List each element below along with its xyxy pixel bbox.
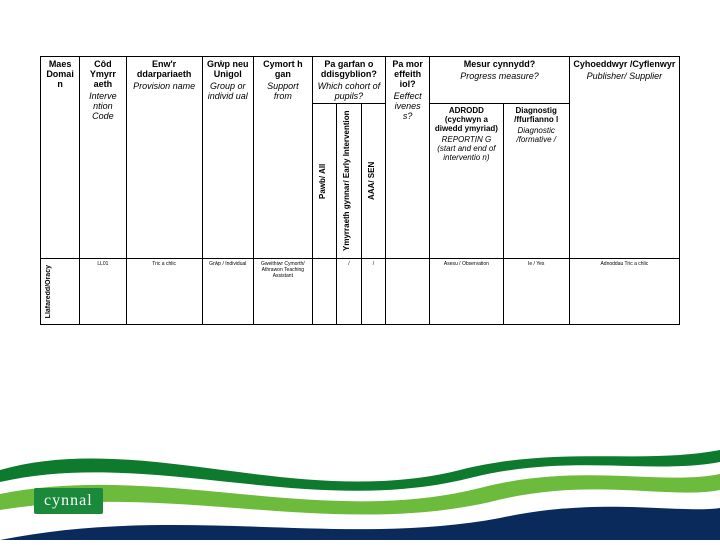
hdr-provision-cy: Enw'r ddarpariaeth bbox=[137, 59, 192, 79]
hdr-code: Côd Ymyrr aeth Interve ntion Code bbox=[80, 57, 127, 259]
provision-table: Maes Domai n Côd Ymyrr aeth Interve ntio… bbox=[40, 56, 680, 325]
hdr-domain: Maes Domai n bbox=[41, 57, 80, 259]
hdr-publisher: Cyhoeddwyr /Cyflenwyr Publisher/ Supplie… bbox=[569, 57, 679, 259]
cell-effective bbox=[386, 259, 430, 325]
hdr-domain-cy: Maes Domai n bbox=[46, 59, 74, 89]
hdr-group-en: Group or individ ual bbox=[206, 81, 250, 101]
cell-report: Asesu / Observation bbox=[430, 259, 503, 325]
hdr-code-en: Interve ntion Code bbox=[83, 91, 123, 121]
hdr-support-cy: Cymort h gan bbox=[263, 59, 303, 79]
sub-cohort-sen-label: AAA/ SEN bbox=[365, 106, 378, 256]
cell-diag: Ie / Yes bbox=[503, 259, 569, 325]
cell-domain-label: Llafaredd/Oracy bbox=[44, 261, 53, 322]
hdr-group-cy: Grŵp neu Unigol bbox=[207, 59, 249, 79]
hdr-measure: Mesur cynnydd? Progress measure? bbox=[430, 57, 570, 104]
hdr-publisher-cy: Cyhoeddwyr /Cyflenwyr bbox=[573, 59, 675, 69]
cell-sen: / bbox=[361, 259, 385, 325]
hdr-cohort-cy: Pa garfan o ddisgyblion? bbox=[321, 59, 377, 79]
sub-measure-report-cy: ADRODD (cychwyn a diwedd ymyriad) bbox=[435, 106, 498, 133]
hdr-effective: Pa mor effeith iol? Eeffect ivenes s? bbox=[386, 57, 430, 259]
cell-group: Grŵp / Individual bbox=[202, 259, 253, 325]
sub-cohort-early: Ymyrraeth gynnar/ Early Intervention bbox=[337, 104, 361, 259]
sub-measure-diag-en: Diagnostic /formative / bbox=[506, 126, 567, 144]
hdr-publisher-en: Publisher/ Supplier bbox=[573, 71, 676, 81]
sub-measure-report-en: REPORTIN G (start and end of interventio… bbox=[432, 135, 500, 162]
hdr-cohort: Pa garfan o ddisgyblion? Which cohort of… bbox=[312, 57, 385, 104]
hdr-support-en: Support from bbox=[257, 81, 309, 101]
sub-cohort-early-label: Ymyrraeth gynnar/ Early Intervention bbox=[340, 106, 353, 256]
sub-cohort-all-label: Pawb/ All bbox=[316, 106, 329, 256]
cell-publisher: Adnoddau Tric a chlic bbox=[569, 259, 679, 325]
hdr-cohort-en: Which cohort of pupils? bbox=[316, 81, 382, 101]
hdr-effective-cy: Pa mor effeith iol? bbox=[392, 59, 423, 89]
cell-code: LL01 bbox=[80, 259, 127, 325]
sub-cohort-sen: AAA/ SEN bbox=[361, 104, 385, 259]
footer-waves bbox=[0, 420, 720, 540]
hdr-measure-en: Progress measure? bbox=[433, 71, 566, 81]
cell-all bbox=[312, 259, 336, 325]
sub-measure-diag: Diagnostig /ffurfianno l Diagnostic /for… bbox=[503, 104, 569, 259]
hdr-effective-en: Eeffect ivenes s? bbox=[389, 91, 426, 121]
hdr-code-cy: Côd Ymyrr aeth bbox=[90, 59, 116, 89]
cell-support: Gweithiwr Cymorth/ Athrawon Teaching Ass… bbox=[253, 259, 312, 325]
hdr-provision-en: Provision name bbox=[130, 81, 199, 91]
sub-measure-diag-cy: Diagnostig /ffurfianno l bbox=[514, 106, 558, 124]
sub-measure-report: ADRODD (cychwyn a diwedd ymyriad) REPORT… bbox=[430, 104, 503, 259]
cell-provision: Tric a chlic bbox=[126, 259, 202, 325]
cynnal-logo: cynnal bbox=[34, 488, 103, 514]
cell-early: / bbox=[337, 259, 361, 325]
table-row: Llafaredd/Oracy LL01 Tric a chlic Grŵp /… bbox=[41, 259, 680, 325]
sub-cohort-all: Pawb/ All bbox=[312, 104, 336, 259]
cell-domain: Llafaredd/Oracy bbox=[41, 259, 80, 325]
wave-svg bbox=[0, 420, 720, 540]
hdr-measure-cy: Mesur cynnydd? bbox=[464, 59, 536, 69]
hdr-group: Grŵp neu Unigol Group or individ ual bbox=[202, 57, 253, 259]
hdr-provision: Enw'r ddarpariaeth Provision name bbox=[126, 57, 202, 259]
hdr-support: Cymort h gan Support from bbox=[253, 57, 312, 259]
